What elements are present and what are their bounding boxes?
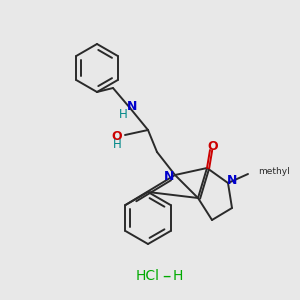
Text: O: O (112, 130, 122, 142)
Text: H: H (118, 107, 127, 121)
Text: –: – (162, 267, 170, 285)
Text: H: H (112, 139, 122, 152)
Text: N: N (227, 175, 237, 188)
Text: N: N (164, 169, 174, 182)
Text: methyl: methyl (258, 167, 290, 176)
Text: N: N (127, 100, 137, 112)
Text: O: O (208, 140, 218, 152)
Text: H: H (173, 269, 183, 283)
Text: HCl: HCl (136, 269, 160, 283)
